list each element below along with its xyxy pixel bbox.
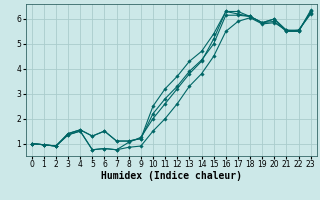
X-axis label: Humidex (Indice chaleur): Humidex (Indice chaleur): [101, 171, 242, 181]
